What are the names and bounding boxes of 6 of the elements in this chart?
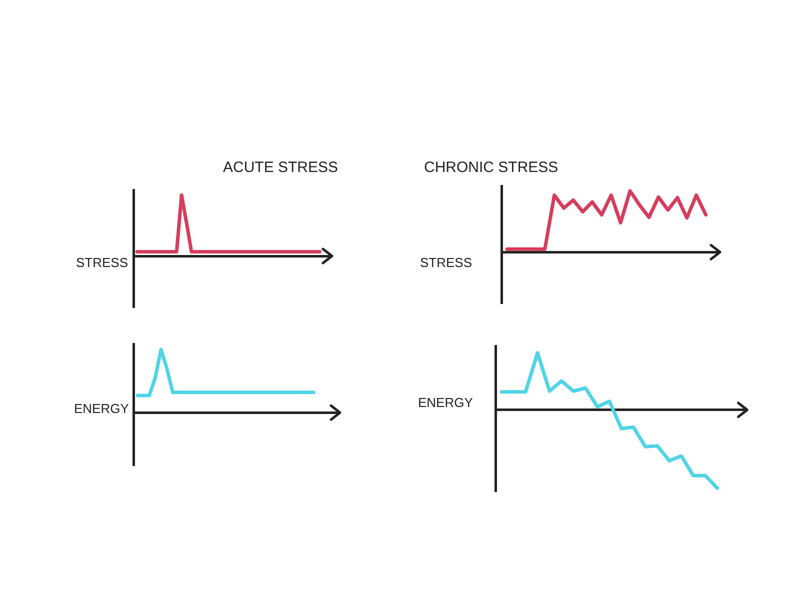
y-axis-title: STRESS: [420, 255, 472, 270]
y-axis-title: STRESS: [76, 255, 128, 270]
chart-title: CHRONIC STRESS: [424, 159, 558, 176]
chart-title: ACUTE STRESS: [223, 159, 338, 176]
y-axis-title: ENERGY: [418, 395, 474, 410]
y-axis-title: ENERGY: [74, 401, 130, 416]
